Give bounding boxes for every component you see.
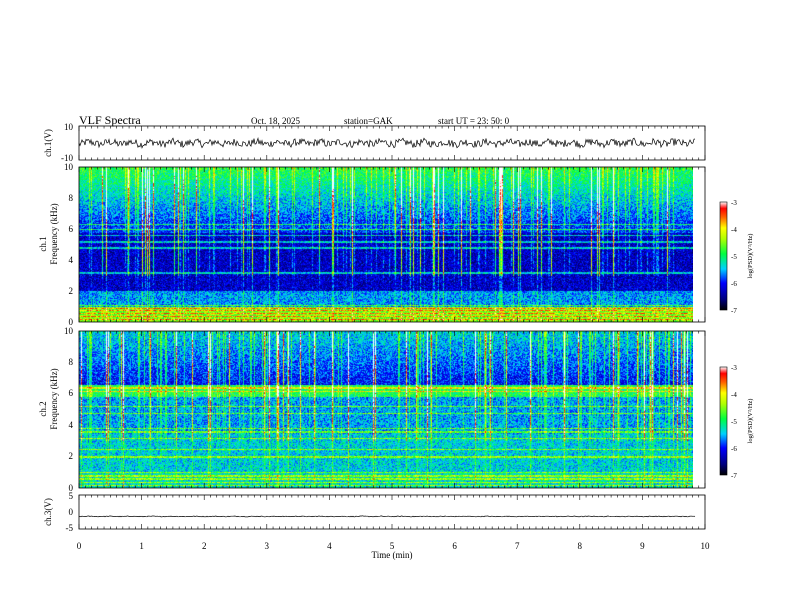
ch2-colorbar-tick-m6: -6 [731, 445, 737, 453]
ch3-waveform-panel: 5 0 -5 ch.3(V) [43, 491, 706, 533]
ch2-colorbar-label: log(PSD)(V²/Hz) [747, 399, 754, 444]
ch2-spec-ytick-6: 6 [69, 388, 74, 398]
ch2-colorbar-tick-m5: -5 [731, 418, 737, 426]
ch1-colorbar-tick-m3: -3 [731, 199, 737, 207]
ch3-waveform-ytick-bottom: -5 [66, 523, 74, 533]
ch1-spec-ytick-8: 8 [69, 193, 74, 203]
ch1-spectrogram-panel: 0 2 4 6 8 10 ch.1 Frequency (kHz) -3 -4 … [38, 162, 754, 327]
ch1-colorbar-tick-m5: -5 [731, 253, 737, 261]
ch3-waveform-ytick-top: 5 [69, 491, 74, 501]
ch3-waveform-line [78, 515, 696, 518]
ch1-spec-ylabel-channel: ch.1 [38, 236, 48, 251]
ch2-spec-ytick-10: 10 [64, 326, 74, 336]
ch2-spec-ytick-8: 8 [69, 357, 74, 367]
ch2-colorbar-tick-m4: -4 [731, 391, 737, 399]
ch3-waveform-ylabel: ch.3(V) [43, 498, 53, 526]
ch1-waveform-ylabel: ch.1(V) [43, 129, 53, 157]
time-tick-8: 8 [578, 541, 583, 551]
ch2-spec-ytick-2: 2 [69, 451, 74, 461]
ch1-colorbar [719, 201, 728, 311]
ch1-spec-ytick-6: 6 [69, 224, 74, 234]
time-tick-5: 5 [390, 541, 395, 551]
time-tick-1: 1 [139, 541, 144, 551]
ch3-waveform-frame [78, 494, 706, 530]
ch1-waveform-ytick-bottom: -10 [61, 153, 73, 163]
ch1-spec-ylabel-frequency: Frequency (kHz) [49, 203, 59, 264]
ch1-spec-ytick-2: 2 [69, 286, 74, 296]
ch1-spec-ytick-10: 10 [64, 162, 74, 172]
ch1-colorbar-tick-m6: -6 [731, 280, 737, 288]
ch2-spec-ylabel-channel: ch.2 [38, 401, 48, 416]
ch1-spec-ytick-4: 4 [69, 255, 74, 265]
time-tick-4: 4 [327, 541, 332, 551]
ch2-colorbar-tick-m3: -3 [731, 364, 737, 372]
time-tick-2: 2 [202, 541, 207, 551]
time-tick-7: 7 [515, 541, 520, 551]
time-tick-10: 10 [701, 541, 711, 551]
ch1-colorbar-tick-m4: -4 [731, 226, 737, 234]
ch1-spec-ytick-0: 0 [69, 317, 74, 327]
ch3-waveform-ytick-mid: 0 [69, 507, 74, 517]
ch2-spec-ytick-0: 0 [69, 483, 74, 493]
ch2-spec-ytick-4: 4 [69, 420, 74, 430]
time-tick-marks [78, 126, 706, 529]
ch1-spectrogram-image [79, 167, 693, 322]
start-time-label: start UT = 23: 50: 0 [438, 116, 510, 126]
ch2-colorbar [719, 366, 728, 476]
ch1-waveform-line [78, 137, 696, 149]
figure-title: VLF Spectra [79, 113, 141, 127]
time-tick-3: 3 [265, 541, 270, 551]
ch2-spectrogram-image [79, 331, 693, 488]
date-label: Oct. 18, 2025 [251, 116, 300, 126]
time-axis: 0 1 2 3 4 5 6 7 8 9 10 Time (min) [77, 541, 710, 560]
ch2-colorbar-tick-m7: -7 [731, 472, 737, 480]
time-tick-9: 9 [640, 541, 645, 551]
ch1-colorbar-label: log(PSD)(V²/Hz) [747, 234, 754, 279]
time-axis-label: Time (min) [372, 550, 413, 560]
time-tick-0: 0 [77, 541, 82, 551]
time-tick-6: 6 [452, 541, 457, 551]
ch2-spec-ylabel-frequency: Frequency (kHz) [49, 368, 59, 429]
ch1-colorbar-tick-m7: -7 [731, 307, 737, 315]
station-label: station=GAK [344, 116, 393, 126]
ch1-waveform-ytick-top: 10 [64, 122, 74, 132]
ch1-waveform-frame [78, 125, 706, 161]
ch2-spectrogram-panel: 0 2 4 6 8 10 ch.2 Frequency (kHz) -3 -4 … [38, 326, 754, 493]
ch1-waveform-panel: 10 -10 ch.1(V) [43, 122, 706, 163]
